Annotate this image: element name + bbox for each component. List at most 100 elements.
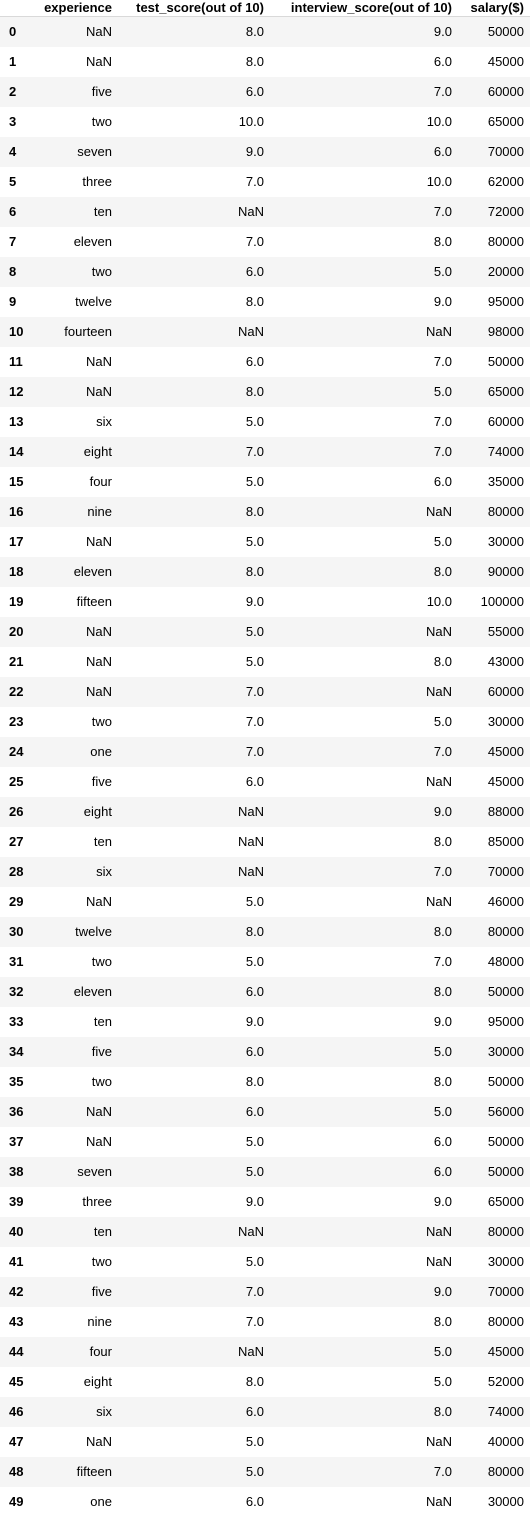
salary-cell: 74000 bbox=[458, 1397, 530, 1427]
salary-cell: 65000 bbox=[458, 377, 530, 407]
salary-cell: 50000 bbox=[458, 1067, 530, 1097]
experience-cell: nine bbox=[34, 497, 118, 527]
interview-score-cell: NaN bbox=[270, 317, 458, 347]
row-index: 7 bbox=[0, 227, 34, 257]
test-score-cell: 7.0 bbox=[118, 677, 270, 707]
salary-cell: 90000 bbox=[458, 557, 530, 587]
test-score-cell: 6.0 bbox=[118, 977, 270, 1007]
interview-score-cell: 5.0 bbox=[270, 1097, 458, 1127]
salary-cell: 50000 bbox=[458, 17, 530, 48]
salary-cell: 56000 bbox=[458, 1097, 530, 1127]
salary-cell: 88000 bbox=[458, 797, 530, 827]
test-score-cell: NaN bbox=[118, 1217, 270, 1247]
salary-cell: 70000 bbox=[458, 1277, 530, 1307]
row-index: 37 bbox=[0, 1127, 34, 1157]
experience-cell: ten bbox=[34, 827, 118, 857]
salary-cell: 85000 bbox=[458, 827, 530, 857]
experience-cell: nine bbox=[34, 1307, 118, 1337]
experience-cell: one bbox=[34, 1487, 118, 1517]
row-index: 27 bbox=[0, 827, 34, 857]
test-score-cell: 9.0 bbox=[118, 137, 270, 167]
salary-cell: 20000 bbox=[458, 257, 530, 287]
row-index: 6 bbox=[0, 197, 34, 227]
experience-cell: NaN bbox=[34, 1427, 118, 1457]
row-index: 46 bbox=[0, 1397, 34, 1427]
column-header-test-score: test_score(out of 10) bbox=[118, 0, 270, 17]
test-score-cell: 8.0 bbox=[118, 1367, 270, 1397]
salary-cell: 80000 bbox=[458, 1457, 530, 1487]
experience-cell: five bbox=[34, 1037, 118, 1067]
row-index: 33 bbox=[0, 1007, 34, 1037]
experience-cell: two bbox=[34, 1067, 118, 1097]
row-index: 28 bbox=[0, 857, 34, 887]
row-index: 29 bbox=[0, 887, 34, 917]
experience-cell: two bbox=[34, 257, 118, 287]
row-index: 18 bbox=[0, 557, 34, 587]
experience-cell: twelve bbox=[34, 287, 118, 317]
experience-cell: six bbox=[34, 407, 118, 437]
experience-cell: seven bbox=[34, 1157, 118, 1187]
test-score-cell: 7.0 bbox=[118, 737, 270, 767]
row-index: 22 bbox=[0, 677, 34, 707]
row-index: 0 bbox=[0, 17, 34, 48]
row-index: 49 bbox=[0, 1487, 34, 1517]
salary-cell: 60000 bbox=[458, 677, 530, 707]
row-index: 42 bbox=[0, 1277, 34, 1307]
test-score-cell: NaN bbox=[118, 317, 270, 347]
test-score-cell: 6.0 bbox=[118, 767, 270, 797]
test-score-cell: 8.0 bbox=[118, 287, 270, 317]
experience-cell: ten bbox=[34, 1007, 118, 1037]
salary-cell: 95000 bbox=[458, 287, 530, 317]
experience-cell: six bbox=[34, 1397, 118, 1427]
test-score-cell: 10.0 bbox=[118, 107, 270, 137]
row-index: 32 bbox=[0, 977, 34, 1007]
salary-cell: 65000 bbox=[458, 107, 530, 137]
test-score-cell: 6.0 bbox=[118, 1037, 270, 1067]
experience-cell: two bbox=[34, 1247, 118, 1277]
experience-cell: eight bbox=[34, 1367, 118, 1397]
experience-cell: NaN bbox=[34, 647, 118, 677]
experience-cell: eleven bbox=[34, 557, 118, 587]
interview-score-cell: 5.0 bbox=[270, 527, 458, 557]
interview-score-cell: 10.0 bbox=[270, 107, 458, 137]
interview-score-cell: 9.0 bbox=[270, 1277, 458, 1307]
salary-cell: 30000 bbox=[458, 1037, 530, 1067]
row-index: 14 bbox=[0, 437, 34, 467]
interview-score-cell: NaN bbox=[270, 1247, 458, 1277]
interview-score-cell: 8.0 bbox=[270, 1397, 458, 1427]
test-score-cell: 7.0 bbox=[118, 437, 270, 467]
experience-cell: two bbox=[34, 947, 118, 977]
experience-cell: NaN bbox=[34, 1097, 118, 1127]
experience-cell: five bbox=[34, 767, 118, 797]
salary-cell: 80000 bbox=[458, 1307, 530, 1337]
salary-cell: 50000 bbox=[458, 1127, 530, 1157]
test-score-cell: 5.0 bbox=[118, 617, 270, 647]
interview-score-cell: 9.0 bbox=[270, 1187, 458, 1217]
salary-cell: 45000 bbox=[458, 737, 530, 767]
test-score-cell: 8.0 bbox=[118, 497, 270, 527]
experience-cell: NaN bbox=[34, 47, 118, 77]
test-score-cell: 5.0 bbox=[118, 1247, 270, 1277]
experience-cell: five bbox=[34, 77, 118, 107]
salary-cell: 98000 bbox=[458, 317, 530, 347]
interview-score-cell: 7.0 bbox=[270, 197, 458, 227]
table-header: experience test_score(out of 10) intervi… bbox=[0, 0, 530, 17]
interview-score-cell: NaN bbox=[270, 497, 458, 527]
interview-score-cell: 5.0 bbox=[270, 377, 458, 407]
row-index: 15 bbox=[0, 467, 34, 497]
test-score-cell: 5.0 bbox=[118, 527, 270, 557]
test-score-cell: 7.0 bbox=[118, 167, 270, 197]
interview-score-cell: 8.0 bbox=[270, 917, 458, 947]
